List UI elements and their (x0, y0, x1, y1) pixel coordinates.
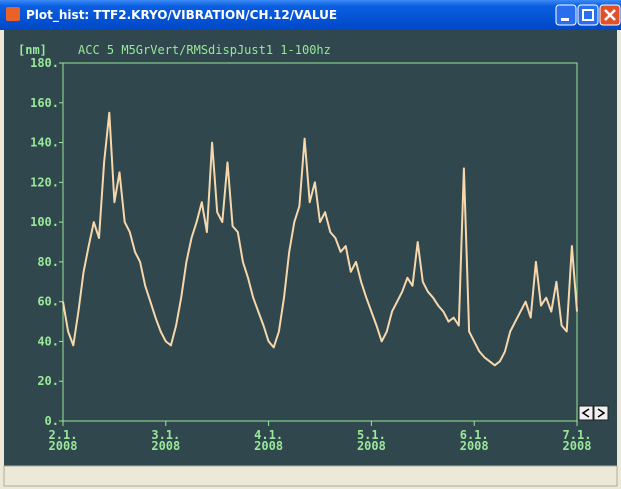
x-tick-label: 4.1. 2008 (254, 428, 283, 453)
x-tick-label-line: 2008 (254, 439, 283, 453)
x-tick-label-line: 7.1. (563, 428, 592, 442)
x-tick-label-line: 5.1. (357, 428, 386, 442)
x-tick-label: 6.1. 2008 (460, 428, 489, 453)
plot-area (4, 30, 617, 466)
title-bar (0, 0, 621, 30)
x-tick-label: 2.1. 2008 (49, 428, 78, 453)
scroll-right[interactable] (593, 405, 609, 421)
y-tick-label: 180. (30, 56, 59, 70)
x-tick-label-line: 2008 (49, 439, 78, 453)
x-tick-label-line: 2008 (357, 439, 386, 453)
x-tick-label-line: 3.1. (151, 428, 180, 442)
y-tick-label: 160. (30, 96, 59, 110)
x-tick-label-line: 2008 (460, 439, 489, 453)
x-tick-label-line: 2008 (563, 439, 592, 453)
x-tick-label-line: 2008 (151, 439, 180, 453)
x-tick-label: 7.1. 2008 (563, 428, 592, 453)
y-tick-label: 60. (37, 295, 59, 309)
y-tick-label: 100. (30, 215, 59, 229)
maximize-button[interactable] (577, 4, 599, 26)
x-tick-label-line: 2.1. (49, 428, 78, 442)
minimize-button[interactable] (555, 4, 577, 26)
y-tick-label: 20. (37, 374, 59, 388)
plot-frame (62, 62, 578, 422)
window-title: Plot_hist: TTF2.KRYO/VIBRATION/CH.12/VAL… (26, 8, 337, 23)
scroll-left[interactable] (578, 405, 594, 421)
y-tick-label: 0. (45, 414, 59, 428)
y-tick-label: 140. (30, 136, 59, 150)
y-tick-label: 40. (37, 334, 59, 348)
chart-title: ACC 5 M5GrVert/RMSdispJust1 1-100hz (78, 43, 331, 57)
data-line (62, 111, 578, 367)
close-button[interactable] (599, 4, 621, 26)
x-tick-label: 5.1. 2008 (357, 428, 386, 453)
app-icon (6, 7, 20, 21)
y-tick-label: 120. (30, 175, 59, 189)
status-bar (3, 465, 618, 487)
y-axis-label: [nm] (18, 43, 47, 57)
x-tick-label-line: 6.1. (460, 428, 489, 442)
x-tick-label-line: 4.1. (254, 428, 283, 442)
x-tick-label: 3.1. 2008 (151, 428, 180, 453)
y-tick-label: 80. (37, 255, 59, 269)
